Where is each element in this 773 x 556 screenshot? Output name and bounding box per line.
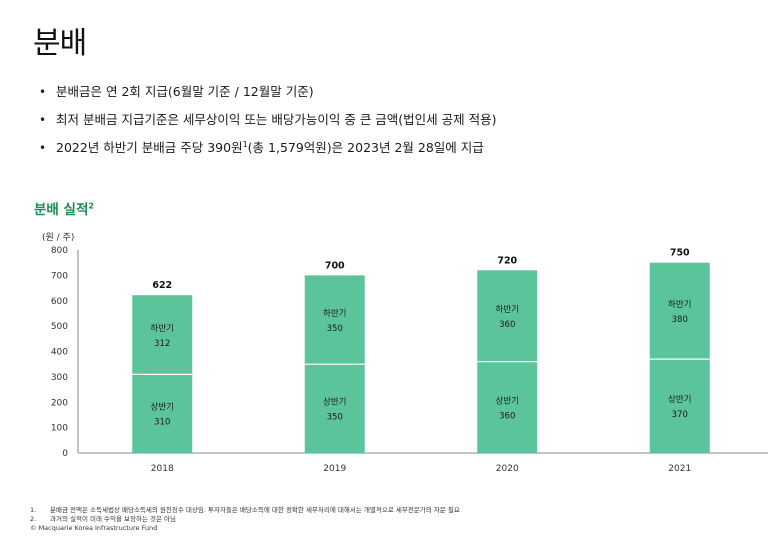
bar-segment-second-half <box>477 270 538 362</box>
y-tick-label: 500 <box>51 322 68 332</box>
y-tick-label: 400 <box>51 348 68 358</box>
copyright: © Macquarie Korea Infrastructure Fund <box>30 524 158 532</box>
y-tick-label: 800 <box>51 246 68 256</box>
bar-total-label: 750 <box>670 248 690 259</box>
x-tick-label: 2020 <box>496 464 519 474</box>
bar-segment-second-half <box>304 275 365 365</box>
segment-value-label: 350 <box>327 413 343 423</box>
y-tick-label: 0 <box>62 449 68 459</box>
segment-series-label: 하반기 <box>496 304 519 315</box>
bullet-item: 2022년 하반기 분배금 주당 390원1(총 1,579억원)은 2023년… <box>36 140 497 168</box>
segment-series-label: 상반기 <box>668 394 691 405</box>
footnote-1: 1. 분배금 전액은 소득세법상 배당소득세의 원천징수 대상임. 투자자들은 배… <box>30 506 460 514</box>
bullet-list: 분배금은 연 2회 지급(6월말 기준 / 12월말 기준) 최저 분배금 지급… <box>36 84 497 168</box>
segment-value-label: 310 <box>154 418 170 428</box>
y-tick-label: 700 <box>51 271 68 281</box>
segment-series-label: 상반기 <box>323 397 346 408</box>
x-tick-label: 2019 <box>323 464 346 474</box>
segment-series-label: 하반기 <box>323 308 346 319</box>
bar-segment-first-half <box>477 361 538 453</box>
section-title: 분배 실적2 <box>34 201 94 218</box>
segment-series-label: 상반기 <box>496 395 519 406</box>
segment-value-label: 370 <box>672 410 688 420</box>
bar-segment-second-half <box>649 262 710 360</box>
segment-value-label: 350 <box>327 324 343 334</box>
segment-value-label: 360 <box>499 320 515 330</box>
page-title: 분배 <box>33 26 87 61</box>
y-tick-label: 100 <box>51 424 68 434</box>
y-axis-unit: (원 / 주) <box>42 233 75 243</box>
x-tick-label: 2018 <box>151 464 174 474</box>
segment-value-label: 360 <box>499 411 515 421</box>
bullet-item: 분배금은 연 2회 지급(6월말 기준 / 12월말 기준) <box>36 84 497 112</box>
bar-segment-first-half <box>132 374 193 453</box>
y-tick-label: 600 <box>51 297 68 307</box>
segment-series-label: 하반기 <box>668 299 691 310</box>
bar-segment-first-half <box>649 359 710 453</box>
footnote-2: 2. 과거의 실적이 미래 수익을 보장하는 것은 아님 <box>30 515 177 523</box>
bullet-item: 최저 분배금 지급기준은 세무상이익 또는 배당가능이익 중 큰 금액(법인세 … <box>36 112 497 140</box>
footnotes: 1. 분배금 전액은 소득세법상 배당소득세의 원천징수 대상임. 투자자들은 배… <box>30 506 460 533</box>
bar-segment-first-half <box>304 364 365 453</box>
y-tick-label: 300 <box>51 373 68 383</box>
bar-total-label: 700 <box>325 260 345 271</box>
footnote-ref: 1 <box>242 139 248 149</box>
bar-segment-second-half <box>132 295 193 375</box>
segment-series-label: 상반기 <box>151 402 174 413</box>
bar-total-label: 720 <box>497 255 517 266</box>
footnote-ref: 2 <box>88 201 94 211</box>
segment-series-label: 하반기 <box>151 323 174 334</box>
x-tick-label: 2021 <box>668 464 691 474</box>
y-tick-label: 200 <box>51 398 68 408</box>
segment-value-label: 312 <box>154 339 170 349</box>
bar-total-label: 622 <box>152 280 172 291</box>
segment-value-label: 380 <box>672 315 688 325</box>
